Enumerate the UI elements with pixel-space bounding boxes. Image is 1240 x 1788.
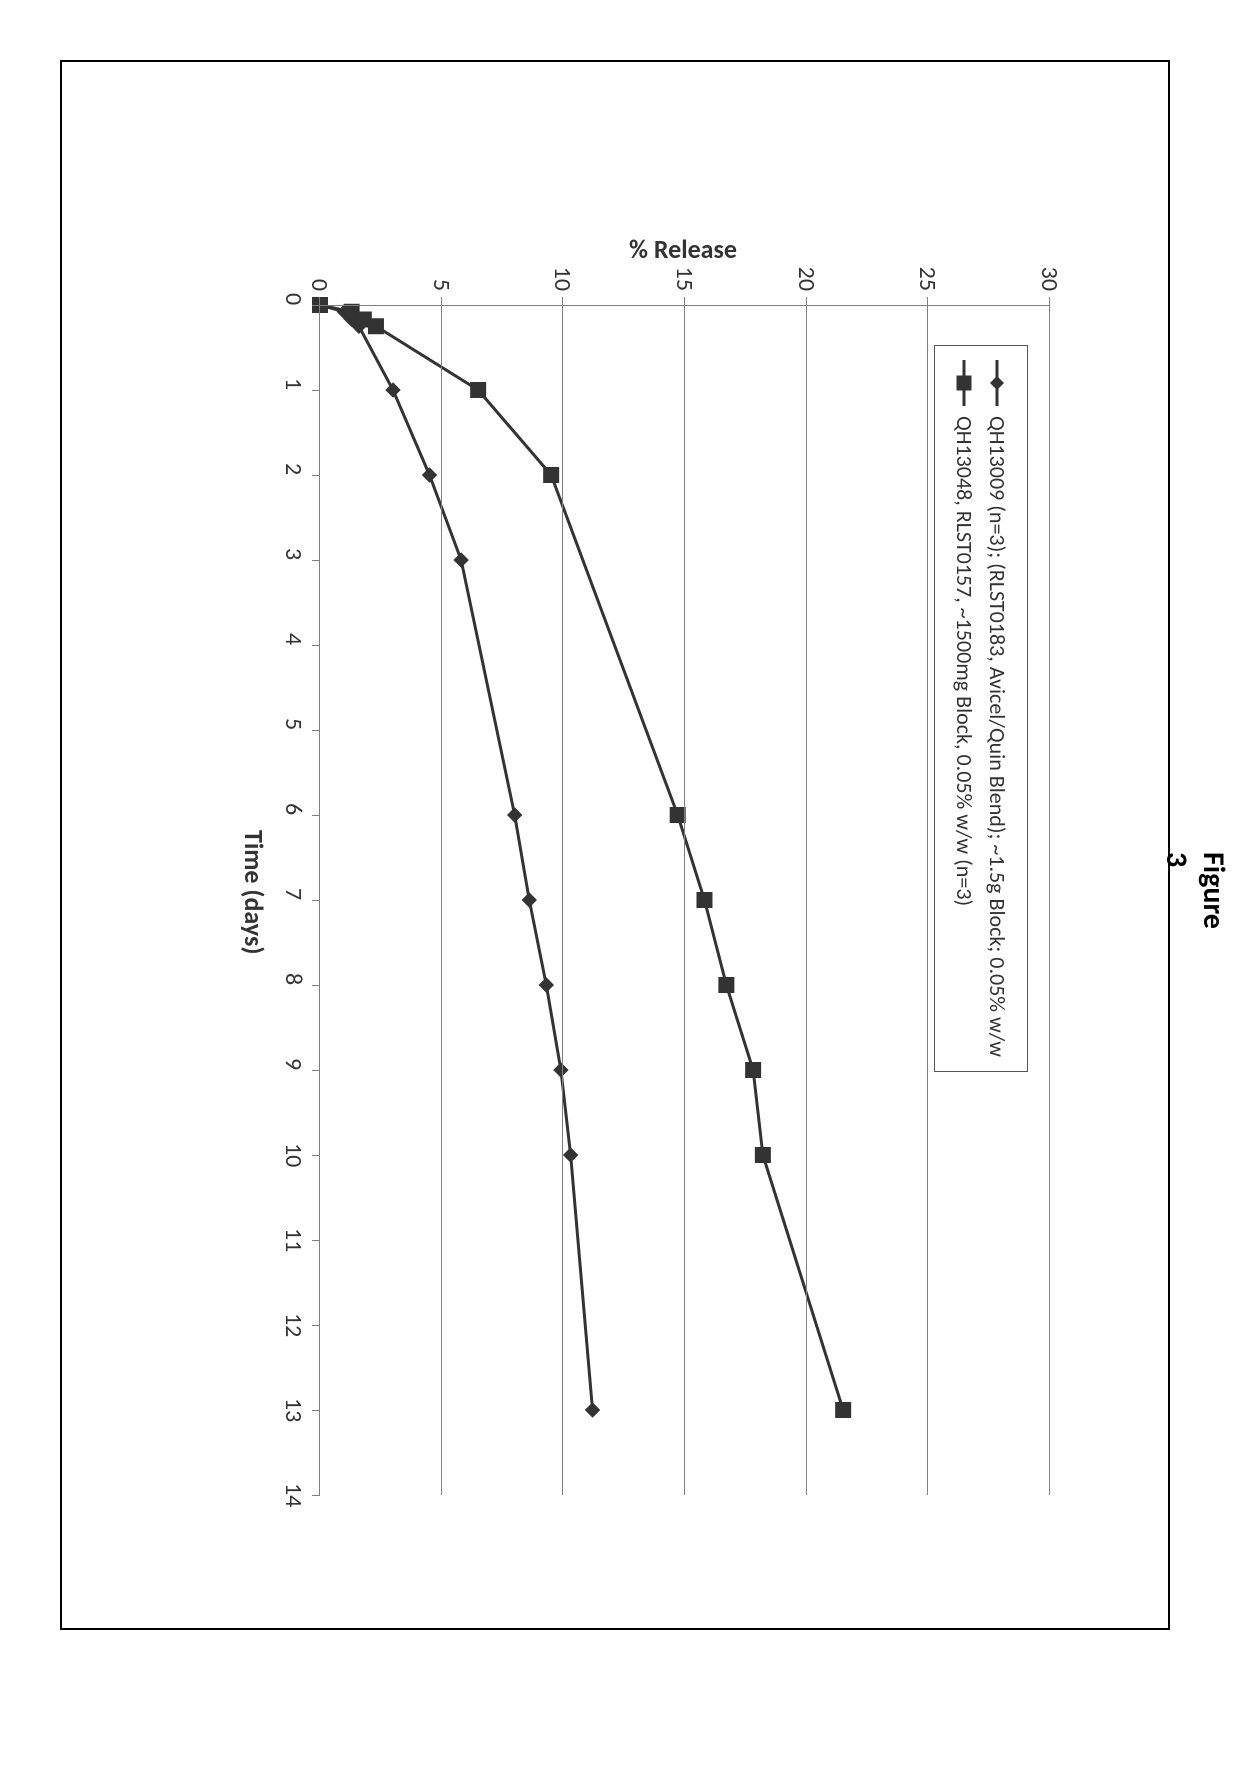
series-qh13009-marker: [386, 383, 400, 397]
y-tick: [319, 297, 320, 305]
x-tick-label: 1: [279, 378, 308, 390]
y-axis-title: % Release: [629, 233, 737, 265]
series-qh13048-marker: [544, 468, 559, 483]
x-tick-label: 5: [279, 718, 308, 730]
x-tick-label: 10: [279, 1143, 308, 1167]
x-axis-title: Time (days): [238, 830, 270, 954]
x-tick: [312, 1155, 320, 1156]
series-qh13048-marker: [746, 1063, 761, 1078]
y-tick-label: 10: [548, 267, 577, 291]
series-qh13009-marker: [508, 808, 522, 822]
legend-label: QH13048, RLST0157, ~1500mg Block, 0.05% …: [951, 416, 978, 906]
x-tick: [312, 730, 320, 731]
x-tick-label: 12: [279, 1313, 308, 1337]
y-tick-label: 5: [427, 279, 456, 291]
y-axis-line: [320, 305, 1050, 306]
y-tick: [806, 297, 807, 305]
y-tick-label: 15: [670, 267, 699, 291]
x-tick: [312, 1240, 320, 1241]
legend-label: QH13009 (n=3); (RLST0183, Avicel/Quin Bl…: [984, 416, 1011, 1057]
series-qh13048-marker: [471, 383, 486, 398]
legend-row-qh13009: QH13009 (n=3); (RLST0183, Avicel/Quin Bl…: [984, 360, 1011, 1057]
y-gridline: [562, 305, 563, 1495]
series-qh13009-marker: [522, 893, 536, 907]
legend: QH13009 (n=3); (RLST0183, Avicel/Quin Bl…: [934, 345, 1028, 1072]
x-tick: [312, 560, 320, 561]
x-tick-label: 0: [279, 293, 308, 305]
y-tick-label: 0: [305, 279, 334, 291]
x-tick-label: 14: [279, 1483, 308, 1507]
x-tick-label: 3: [279, 548, 308, 560]
x-tick-label: 11: [279, 1228, 308, 1252]
chart: QH13009 (n=3); (RLST0183, Avicel/Quin Bl…: [120, 115, 1120, 1575]
y-tick: [562, 297, 563, 305]
x-tick: [312, 645, 320, 646]
series-qh13048-marker: [697, 893, 712, 908]
series-qh13009-marker: [586, 1403, 600, 1417]
series-qh13009-marker: [539, 978, 553, 992]
page: QH13009 (n=3); (RLST0183, Avicel/Quin Bl…: [0, 0, 1240, 1788]
y-gridline: [806, 305, 807, 1495]
y-tick-label: 20: [792, 267, 821, 291]
x-tick-label: 6: [279, 803, 308, 815]
x-tick: [312, 1070, 320, 1071]
series-qh13048-marker: [755, 1148, 770, 1163]
y-tick: [684, 297, 685, 305]
legend-swatch: [955, 360, 975, 406]
y-tick-label: 25: [913, 267, 942, 291]
y-tick: [927, 297, 928, 305]
x-tick: [312, 1325, 320, 1326]
series-qh13009-marker: [454, 553, 468, 567]
x-tick-label: 4: [279, 633, 308, 645]
x-tick-label: 7: [279, 888, 308, 900]
series-qh13048-line: [320, 305, 843, 1410]
x-tick: [312, 815, 320, 816]
y-tick: [441, 297, 442, 305]
y-tick: [1049, 297, 1050, 305]
legend-swatch: [988, 360, 1008, 406]
x-tick: [312, 1410, 320, 1411]
series-qh13009-marker: [423, 468, 437, 482]
y-gridline: [684, 305, 685, 1495]
y-tick-label: 30: [1035, 267, 1064, 291]
series-qh13048-marker: [836, 1403, 851, 1418]
y-gridline: [927, 305, 928, 1495]
series-qh13048-marker: [670, 808, 685, 823]
figure-label: Figure 3: [1158, 852, 1232, 942]
x-tick: [312, 900, 320, 901]
x-tick-label: 9: [279, 1058, 308, 1070]
x-tick-label: 8: [279, 973, 308, 985]
legend-row-qh13048: QH13048, RLST0157, ~1500mg Block, 0.05% …: [951, 360, 978, 1057]
y-gridline: [1049, 305, 1050, 1495]
y-gridline: [441, 305, 442, 1495]
x-tick: [312, 390, 320, 391]
series-qh13009-marker: [554, 1063, 568, 1077]
x-tick-label: 13: [279, 1398, 308, 1422]
series-qh13048-marker: [719, 978, 734, 993]
x-tick: [312, 305, 320, 306]
x-tick: [312, 475, 320, 476]
series-qh13048-marker: [368, 319, 383, 334]
x-tick: [312, 1495, 320, 1496]
series-qh13009-marker: [564, 1148, 578, 1162]
x-tick: [312, 985, 320, 986]
rotated-chart-wrapper: QH13009 (n=3); (RLST0183, Avicel/Quin Bl…: [120, 115, 1120, 1575]
x-tick-label: 2: [279, 463, 308, 475]
